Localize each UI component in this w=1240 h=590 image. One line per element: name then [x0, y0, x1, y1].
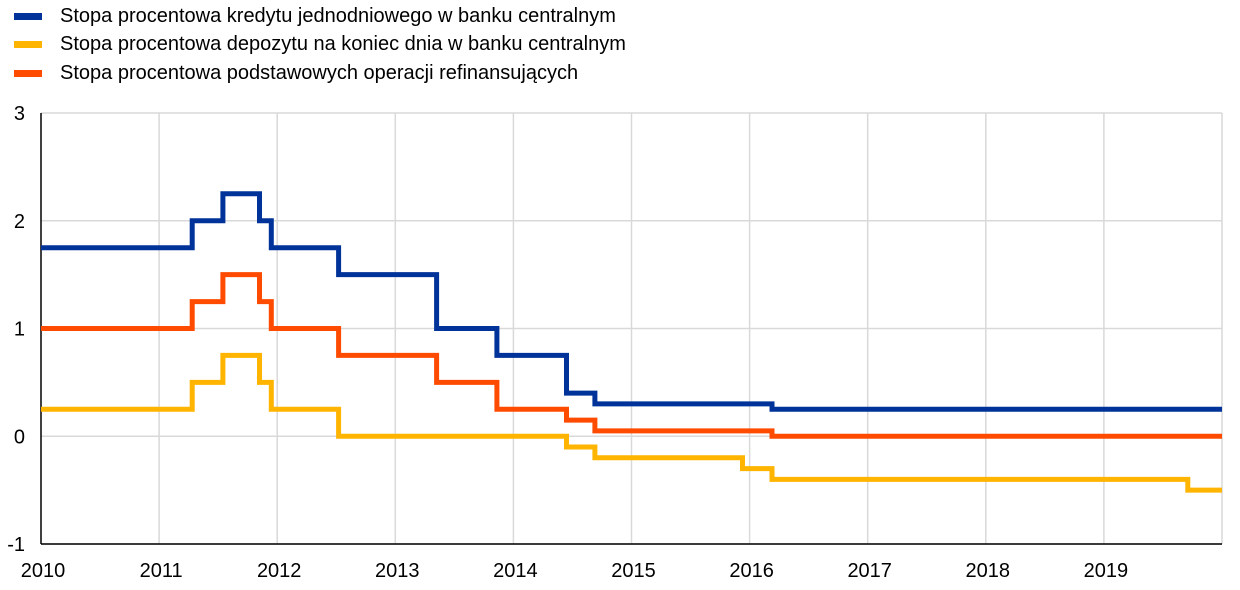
- y-tick-label: -1: [7, 534, 25, 556]
- legend-label-marginal-lending: Stopa procentowa kredytu jednodniowego w…: [60, 4, 616, 27]
- legend-swatch-marginal-lending: [14, 12, 42, 20]
- legend-swatch-main-refinancing: [14, 69, 42, 77]
- legend-label-deposit-facility: Stopa procentowa depozytu na koniec dnia…: [60, 33, 626, 56]
- x-tick-label: 2010: [21, 560, 66, 582]
- legend-swatch-deposit-facility: [14, 41, 42, 49]
- y-tick-label: 3: [14, 103, 25, 125]
- chart-legend: Stopa procentowa kredytu jednodniowego w…: [14, 2, 626, 88]
- legend-label-main-refinancing: Stopa procentowa podstawowych operacji r…: [60, 61, 579, 84]
- y-tick-label: 1: [14, 319, 25, 341]
- x-tick-label: 2012: [257, 560, 302, 582]
- x-tick-label: 2016: [729, 560, 774, 582]
- x-tick-label: 2017: [847, 560, 892, 582]
- x-tick-label: 2015: [611, 560, 656, 582]
- deposit-facility-rate-line: [41, 352, 1222, 493]
- x-tick-label: 2018: [966, 560, 1011, 582]
- x-tick-label: 2011: [140, 560, 183, 582]
- x-tick-label: 2013: [375, 560, 420, 582]
- legend-item-marginal-lending: Stopa procentowa kredytu jednodniowego w…: [14, 2, 626, 31]
- x-tick-label: 2014: [493, 560, 538, 582]
- marginal-lending-rate-line: [41, 191, 1222, 412]
- x-tick-label: 2019: [1084, 560, 1129, 582]
- y-tick-label: 2: [14, 211, 25, 233]
- y-tick-label: 0: [14, 426, 25, 448]
- legend-item-deposit-facility: Stopa procentowa depozytu na koniec dnia…: [14, 31, 626, 60]
- main-refinancing-rate-line: [41, 272, 1222, 439]
- legend-item-main-refinancing: Stopa procentowa podstawowych operacji r…: [14, 59, 626, 88]
